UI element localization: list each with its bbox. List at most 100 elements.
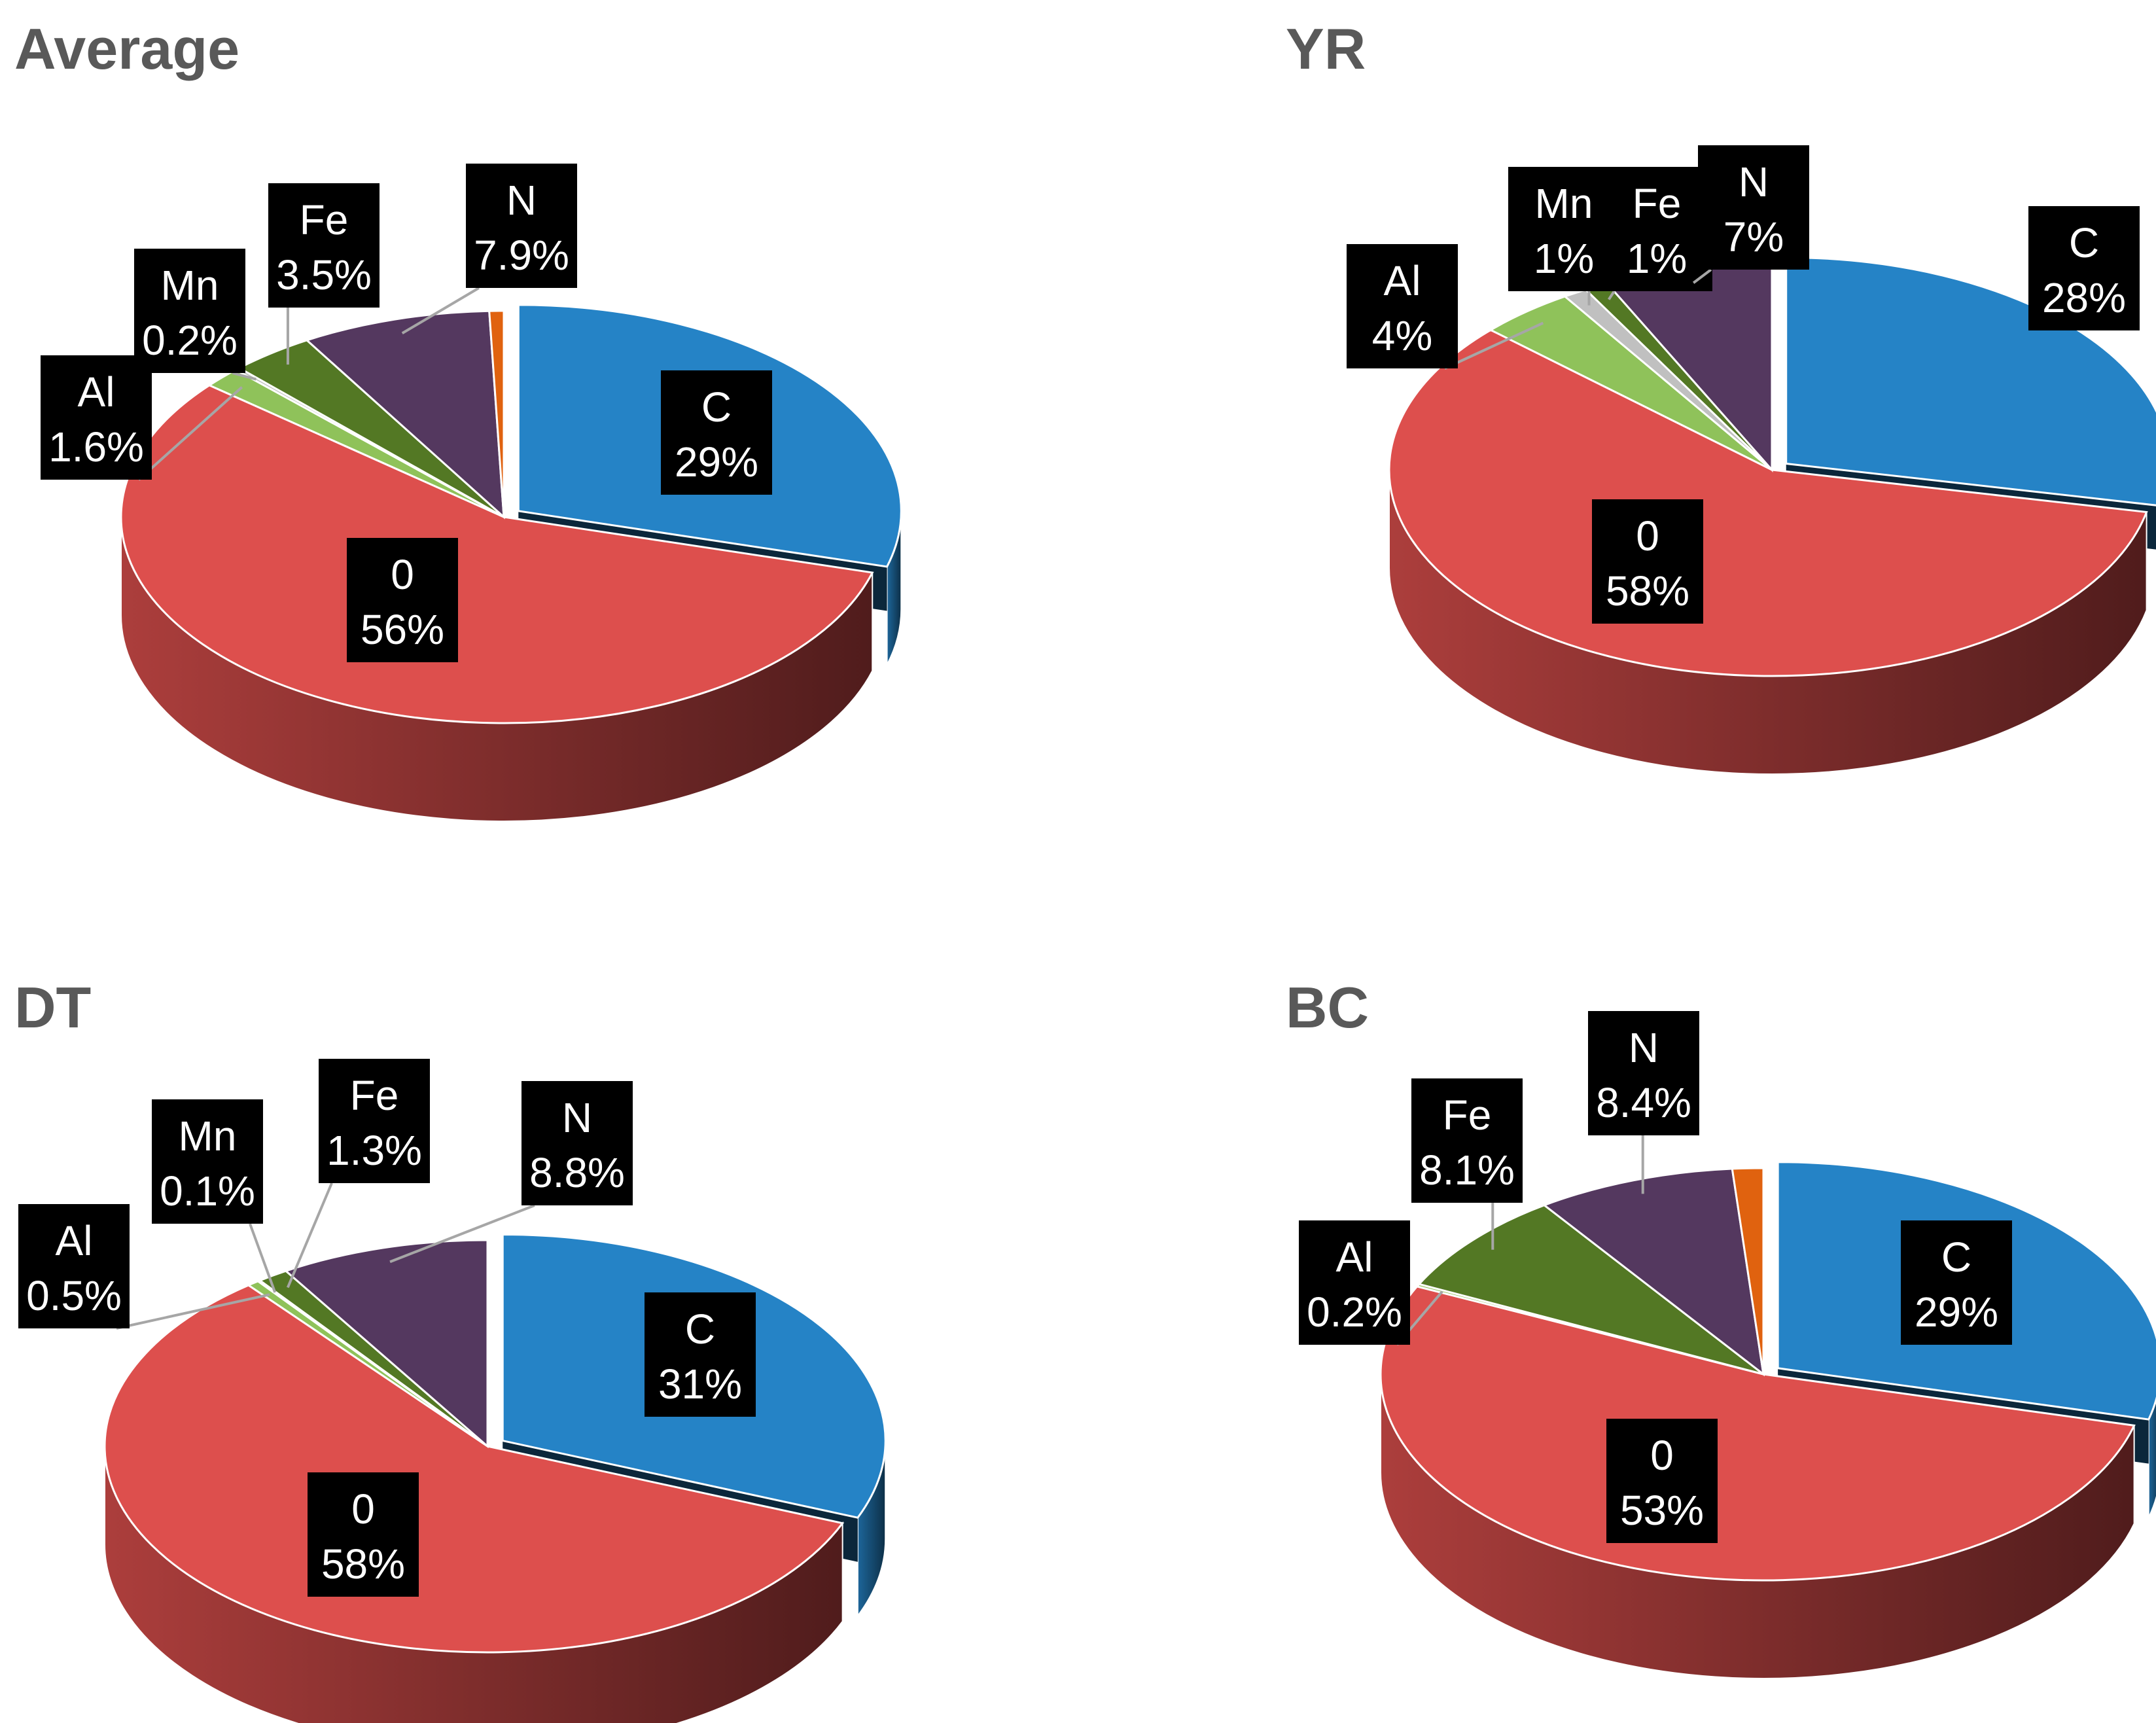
slice-name-label: C — [701, 383, 732, 431]
slice-name-label: C — [685, 1306, 715, 1353]
data-label-fe: Fe 3.5% — [268, 183, 380, 365]
data-label-n: N 7.9% — [401, 164, 577, 334]
data-label-al: Al 4% — [1347, 244, 1544, 370]
slice-value-label: 53% — [1620, 1487, 1704, 1534]
slice-value-label: 1% — [1627, 235, 1688, 282]
slice-value-label: 58% — [321, 1540, 405, 1588]
chart-title: DT — [14, 975, 91, 1040]
pie-chart-yr: YR C 28% 0 58% Al4%Mn1% Fe 1% N 7% — [1286, 16, 2156, 775]
leader-line — [1444, 321, 1544, 370]
data-label-mn: Mn 0.1% — [152, 1099, 277, 1293]
pie-slice-other — [488, 310, 505, 518]
data-label-n: N 8.4% — [1588, 1011, 1699, 1194]
data-label-al: Al 0.5% — [18, 1204, 270, 1330]
slice-value-label: 0.2% — [142, 317, 238, 364]
data-label-fe: Fe 1.3% — [286, 1059, 430, 1288]
label-box — [1347, 244, 1458, 368]
slice-value-label: 29% — [1915, 1288, 1998, 1336]
label-box — [1601, 167, 1712, 291]
slice-value-label: 56% — [361, 606, 444, 653]
data-label-mn: Mn 1% — [1508, 167, 1619, 306]
leader-line — [137, 386, 243, 481]
slice-value-label: 7.9% — [474, 232, 569, 279]
slice-value-label: 1% — [1534, 235, 1595, 282]
data-label-0: 058% — [308, 1472, 419, 1597]
pie-slice-0 — [1379, 1285, 2136, 1582]
slice-value-label: 7% — [1723, 213, 1784, 260]
chart-title: YR — [1286, 16, 1366, 81]
slice-name-label: 0 — [1636, 512, 1659, 560]
label-box — [268, 183, 380, 308]
leader-line — [389, 1204, 535, 1264]
pie-side-c — [2147, 1397, 2156, 1518]
pie-slices — [1388, 256, 2156, 677]
slice-value-label: 1.6% — [48, 423, 144, 471]
label-box — [1588, 1011, 1699, 1135]
slice-name-label: Mn — [161, 262, 219, 309]
data-label-0: 056% — [347, 538, 458, 662]
slice-name-label: 0 — [1650, 1432, 1674, 1479]
data-labels: C31%058%Al0.5%Mn0.1%Fe1.3%N8.8% — [18, 1059, 756, 1597]
label-box — [466, 164, 577, 288]
slice-name-label: Fe — [350, 1072, 399, 1119]
pie-slice-0 — [1388, 329, 2148, 677]
data-label-0: 053% — [1606, 1419, 1718, 1543]
data-label-fe: Fe 1% — [1601, 167, 1712, 300]
slice-value-label: 3.5% — [276, 251, 372, 298]
chart-title: BC — [1286, 975, 1369, 1040]
label-box — [1508, 167, 1619, 291]
slice-name-label: Al — [1336, 1234, 1373, 1281]
slice-value-label: 58% — [1606, 567, 1689, 614]
label-box — [645, 1292, 756, 1417]
data-labels: C29%056%Al1.6%Mn0.2%Fe3.5%N7.9% — [41, 164, 772, 662]
slice-value-label: 0.5% — [26, 1272, 122, 1319]
label-box — [1901, 1220, 2012, 1345]
slice-name-label: N — [506, 177, 537, 224]
slice-name-label: N — [1739, 158, 1769, 205]
label-box — [134, 249, 245, 373]
label-box — [521, 1081, 633, 1205]
data-label-al: Al 0.2% — [1299, 1220, 1443, 1346]
slice-name-label: 0 — [391, 551, 414, 598]
slice-name-label: N — [1629, 1024, 1659, 1071]
pie-slice-other — [1731, 1167, 1765, 1375]
slice-name-label: Fe — [300, 196, 349, 243]
label-box — [1698, 145, 1809, 270]
data-labels: C 28% 0 58% Al4%Mn1% Fe 1% N 7% — [1347, 145, 2140, 624]
label-box — [661, 370, 772, 495]
leader-line — [232, 372, 256, 381]
pie-slice-n — [283, 1239, 489, 1449]
slice-value-label: 8.1% — [1419, 1146, 1515, 1194]
leader-line — [1608, 290, 1616, 300]
slice-name-label: Al — [56, 1217, 93, 1264]
slice-value-label: 8.8% — [529, 1149, 625, 1196]
label-box — [1411, 1078, 1523, 1203]
slice-value-label: 28% — [2042, 274, 2126, 321]
data-label-fe: Fe 8.1% — [1411, 1078, 1523, 1250]
slice-name-label: Mn — [179, 1112, 237, 1160]
label-box — [319, 1059, 430, 1183]
slice-name-label: Fe — [1633, 180, 1682, 227]
leader-line — [249, 1223, 277, 1293]
pie-slice-c — [1785, 256, 2156, 506]
slice-value-label: 8.4% — [1596, 1079, 1691, 1126]
pie-slice-n — [305, 310, 505, 520]
pie-slices — [1379, 1161, 2156, 1582]
data-label-mn: Mn 0.2% — [134, 249, 256, 381]
slice-value-label: 0.2% — [1307, 1288, 1402, 1336]
data-label-al: Al 1.6% — [41, 355, 243, 481]
leader-line — [116, 1293, 270, 1330]
slice-value-label: 31% — [658, 1360, 742, 1408]
pie-slice-n — [1542, 1167, 1765, 1377]
slice-name-label: Al — [78, 368, 115, 416]
slice-name-label: C — [1941, 1234, 1971, 1281]
pie-slice-0 — [120, 384, 874, 724]
slice-name-label: C — [2069, 219, 2099, 266]
slice-value-label: 29% — [675, 438, 758, 486]
slice-name-label: 0 — [351, 1485, 375, 1533]
slice-name-label: Al — [1384, 257, 1421, 304]
